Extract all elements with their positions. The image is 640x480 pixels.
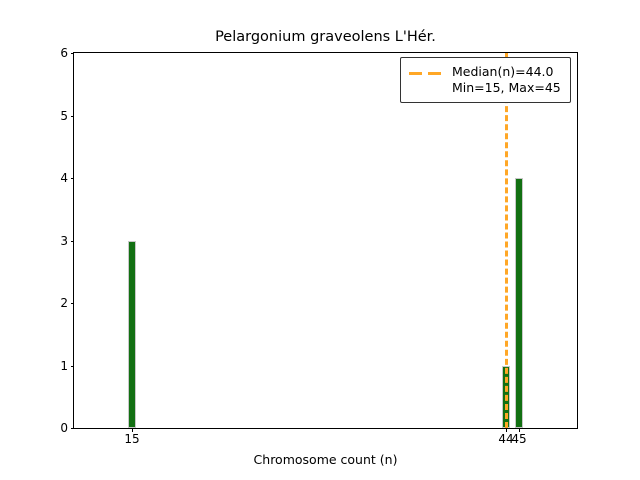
bar-15 — [128, 240, 137, 428]
plot-inner — [74, 53, 577, 428]
x-axis-label: Chromosome count (n) — [253, 452, 398, 467]
y-tick-mark — [70, 178, 74, 179]
x-tick-label: 15 — [124, 432, 140, 446]
x-tick-label: 44 — [498, 432, 514, 446]
legend-box: Median(n)=44.0 Min=15, Max=45 — [400, 57, 571, 103]
y-tick-label: 0 — [60, 421, 68, 435]
legend-dash-segment-2 — [428, 72, 441, 75]
legend-text: Median(n)=44.0 Min=15, Max=45 — [452, 64, 561, 96]
y-tick-label: 6 — [60, 46, 68, 60]
y-tick-label: 1 — [60, 358, 68, 373]
x-tick-mark — [132, 428, 134, 432]
y-tick-label: 3 — [60, 233, 68, 248]
y-tick-label: 2 — [60, 296, 68, 310]
y-tick-mark — [70, 365, 74, 367]
legend-dash-segment-1 — [409, 72, 422, 75]
legend-median-label: Median(n)=44.0 — [452, 64, 554, 79]
x-tick-mark — [518, 428, 520, 432]
plot-area: 0 1 2 3 4 5 6 15 44 45 — [60, 47, 578, 446]
legend-range-label: Min=15, Max=45 — [452, 80, 561, 95]
bar-45 — [514, 178, 523, 428]
y-tick-mark — [70, 53, 74, 54]
y-tick-mark — [70, 240, 74, 242]
x-tick-label: 45 — [511, 432, 527, 446]
y-tick-label: 5 — [60, 108, 68, 123]
y-tick-mark — [70, 428, 74, 429]
y-tick-mark — [70, 115, 74, 117]
y-tick-label: 4 — [60, 171, 68, 185]
legend-median-line-swatch — [409, 64, 443, 82]
median-line — [504, 53, 508, 428]
y-tick-mark — [70, 303, 74, 304]
x-tick-mark — [506, 428, 508, 432]
chart-title: Pelargonium graveolens L'Hér. — [215, 29, 436, 45]
